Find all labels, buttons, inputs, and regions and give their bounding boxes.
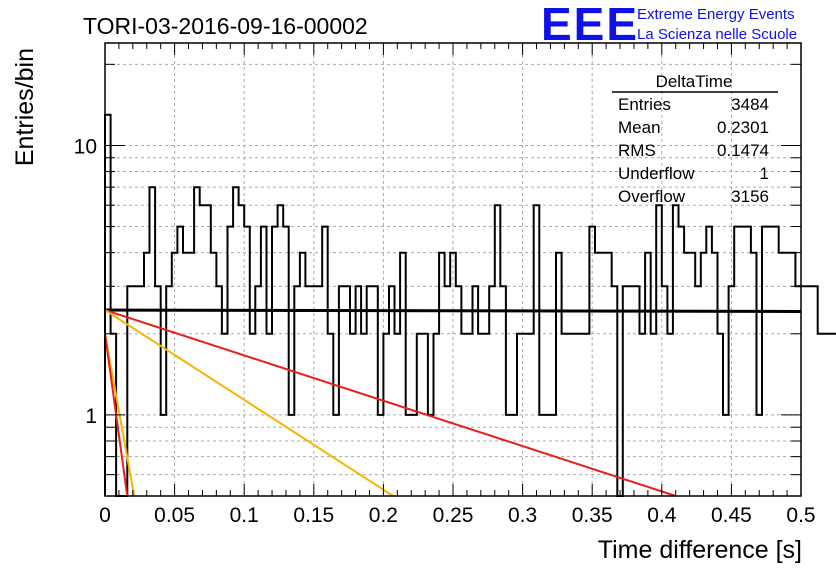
x-tick-label: 0.15	[293, 504, 334, 527]
x-tick-label: 0.05	[154, 504, 195, 527]
y-axis-label: Entries/bin	[11, 48, 39, 166]
fit-curve	[104, 309, 677, 497]
x-tick-label: 0.5	[786, 504, 815, 527]
fit-curves	[104, 308, 802, 497]
stats-value-underflow: 1	[760, 164, 769, 183]
stats-title: DeltaTime	[656, 72, 733, 91]
grid-lines	[105, 43, 801, 496]
y-tick-label: 1	[85, 405, 97, 428]
stats-box: DeltaTime Entries 3484 Mean 0.2301 RMS 0…	[612, 72, 778, 206]
stats-label-mean: Mean	[618, 118, 661, 137]
fit-curve	[104, 308, 802, 313]
stats-value-mean: 0.2301	[717, 118, 769, 137]
x-tick-label: 0	[99, 504, 111, 527]
logo-line-2: La Scienza nelle Scuole	[637, 26, 797, 43]
stats-value-overflow: 3156	[731, 187, 769, 206]
stats-label-underflow: Underflow	[618, 164, 695, 183]
stats-label-rms: RMS	[618, 141, 656, 160]
axes: 0 0.05 0.1 0.15 0.2 0.25 0.3 0.35 0.4 0.45 0.5 1 10	[74, 42, 816, 527]
x-tick-label: 0.1	[230, 504, 259, 527]
logo-line-1: Extreme Energy Events	[637, 6, 795, 23]
y-tick-label: 10	[74, 135, 97, 158]
histogram-series	[104, 113, 836, 497]
eee-logo: EEE Extreme Energy Events La Scienza nel…	[541, 0, 797, 50]
stats-value-entries: 3484	[731, 95, 769, 114]
x-tick-label: 0.25	[433, 504, 474, 527]
stats-label-entries: Entries	[618, 95, 671, 114]
x-tick-label: 0.35	[572, 504, 613, 527]
x-tick-label: 0.2	[369, 504, 398, 527]
x-tick-label: 0.3	[508, 504, 537, 527]
stats-value-rms: 0.1474	[717, 141, 769, 160]
histogram-line	[104, 113, 836, 497]
x-tick-label: 0.45	[711, 504, 752, 527]
logo-letters: EEE	[541, 0, 639, 50]
chart-title: TORI-03-2016-09-16-00002	[83, 13, 368, 39]
x-axis-label: Time difference [s]	[598, 536, 802, 564]
stats-label-overflow: Overflow	[618, 187, 686, 206]
x-tick-label: 0.4	[647, 504, 677, 527]
fit-curve	[104, 309, 394, 497]
